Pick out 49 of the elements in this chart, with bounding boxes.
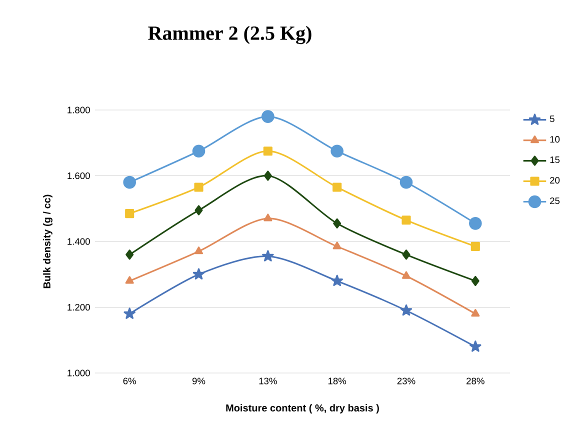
point xyxy=(402,216,411,225)
point xyxy=(194,182,204,192)
y-tick-label: 1.000 xyxy=(68,370,90,376)
y-tick-label: 1.400 xyxy=(68,238,90,245)
x-tick-label: 28% xyxy=(466,378,484,384)
point xyxy=(400,176,413,189)
point xyxy=(192,268,205,280)
x-tick-label: 18% xyxy=(328,378,346,384)
point xyxy=(333,218,342,228)
point xyxy=(330,144,344,158)
y-tick-label: 1.800 xyxy=(68,106,90,114)
y-tick-label: 1.600 xyxy=(68,172,90,180)
legend-label: 5 xyxy=(550,116,554,122)
legend-label: 25 xyxy=(550,198,560,204)
point xyxy=(402,250,410,260)
point xyxy=(262,110,274,123)
point xyxy=(263,146,272,156)
point xyxy=(194,205,203,216)
x-tick-label: 9% xyxy=(192,378,206,384)
legend-label: 15 xyxy=(550,156,560,164)
x-tick-label: 23% xyxy=(397,378,416,384)
chart-title: Rammer 2 (2.5 Kg) xyxy=(148,26,312,44)
point xyxy=(469,217,482,230)
point xyxy=(331,274,343,286)
point xyxy=(264,170,272,181)
point xyxy=(471,276,480,286)
point xyxy=(123,176,136,189)
y-tick-label: 1.200 xyxy=(68,304,90,311)
point xyxy=(126,250,134,260)
point xyxy=(400,304,412,316)
x-axis-title: Moisture content ( %, dry basis ) xyxy=(226,404,379,414)
point xyxy=(471,309,480,317)
y-axis-title: Bulk density (g / cc) xyxy=(43,194,52,288)
point xyxy=(470,340,482,352)
point xyxy=(264,214,272,222)
point xyxy=(470,242,480,251)
point xyxy=(194,246,204,254)
point xyxy=(402,271,411,279)
legend-label: 10 xyxy=(550,136,560,143)
x-tick-label: 6% xyxy=(123,378,136,384)
point xyxy=(125,209,134,218)
point xyxy=(124,308,136,319)
point xyxy=(332,182,342,192)
legend-label: 20 xyxy=(550,176,560,184)
point xyxy=(262,250,274,262)
point xyxy=(125,276,134,284)
point xyxy=(192,144,206,158)
x-tick-label: 13% xyxy=(259,378,277,384)
point xyxy=(332,242,342,250)
